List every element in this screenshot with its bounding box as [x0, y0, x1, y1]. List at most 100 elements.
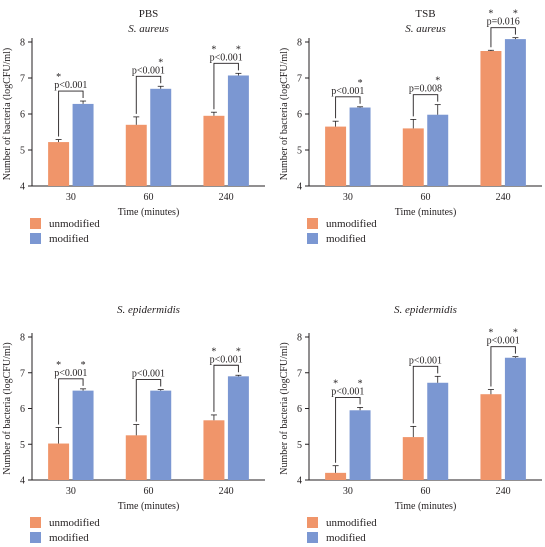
significance-star: * [81, 360, 86, 371]
significance-star: * [211, 346, 216, 357]
p-value-label: p<0.001 [54, 80, 87, 91]
chart-subtitle: S. epidermidis [117, 304, 180, 316]
significance-star: * [211, 44, 216, 55]
p-value-label: p<0.001 [331, 86, 364, 97]
legend-label: unmodified [49, 218, 100, 230]
y-tick-label: 5 [20, 440, 25, 451]
chart-panel-1: PBS S. aureus 4 5 6 7 8 Number of bacteria (log… [2, 8, 265, 245]
significance-bracket [412, 94, 439, 117]
p-value-label: p<0.001 [132, 65, 165, 76]
p-value-label: p<0.001 [54, 368, 87, 379]
bar-unmodified [48, 142, 70, 186]
x-axis-label: Time (minutes) [395, 207, 457, 218]
significance-star: * [488, 9, 493, 20]
x-tick-label: 60 [144, 192, 154, 203]
p-value-label: p<0.001 [210, 354, 243, 365]
significance-bracket [58, 378, 84, 425]
bar-unmodified [203, 420, 225, 480]
legend-label: unmodified [49, 517, 100, 529]
significance-bracket [490, 346, 516, 387]
legend-swatch-modified [30, 233, 41, 244]
y-tick-label: 8 [20, 38, 25, 49]
x-tick-label: 30 [343, 486, 353, 497]
p-value-label: p<0.001 [331, 386, 364, 397]
bar-modified [227, 376, 249, 480]
x-axis-label: Time (minutes) [395, 501, 457, 512]
y-axis-label: Number of bacteria (logCFU/ml) [279, 342, 290, 474]
legend-swatch-modified [307, 532, 318, 543]
x-tick-label: 60 [144, 486, 154, 497]
legend-label: modified [326, 532, 366, 544]
bar-modified [504, 39, 526, 187]
significance-bracket [135, 379, 162, 422]
bar-modified [227, 75, 249, 186]
y-tick-label: 8 [297, 38, 302, 49]
significance-bracket [490, 27, 516, 48]
legend-label: unmodified [326, 218, 377, 230]
significance-star: * [513, 328, 518, 339]
legend-swatch-modified [307, 233, 318, 244]
significance-star: * [435, 76, 440, 87]
chart-panel-4: S. epidermidis 4 5 6 7 8 Number of bacteria (l… [279, 304, 542, 544]
bar-unmodified [480, 394, 502, 480]
y-tick-label: 4 [297, 182, 302, 193]
chart-panel-3: S. epidermidis 4 5 6 7 8 Number of bacteria (l… [2, 304, 265, 544]
bar-unmodified [402, 128, 424, 186]
y-tick-label: 5 [20, 146, 25, 157]
chart-subtitle: S. aureus [405, 23, 446, 35]
y-tick-label: 8 [20, 333, 25, 344]
x-axis-label: Time (minutes) [118, 207, 180, 218]
x-tick-label: 30 [343, 192, 353, 203]
p-value-label: p<0.001 [132, 369, 165, 380]
significance-bracket [213, 62, 239, 110]
x-tick-label: 240 [496, 192, 511, 203]
chart-subtitle: S. aureus [128, 23, 169, 35]
x-tick-label: 240 [496, 486, 511, 497]
significance-star: * [56, 72, 61, 83]
legend-label: unmodified [326, 517, 377, 529]
bar-unmodified [125, 435, 147, 480]
significance-star: * [56, 360, 61, 371]
legend-swatch-unmodified [307, 218, 318, 229]
p-value-label: p<0.001 [487, 336, 520, 347]
y-tick-label: 5 [297, 146, 302, 157]
bar-modified [72, 390, 94, 480]
significance-bracket [213, 364, 239, 412]
significance-star: * [333, 378, 338, 389]
significance-bracket [412, 365, 439, 424]
x-axis-label: Time (minutes) [118, 501, 180, 512]
significance-star: * [236, 44, 241, 55]
y-tick-label: 4 [297, 476, 302, 487]
y-tick-label: 4 [20, 182, 25, 193]
y-tick-label: 4 [20, 476, 25, 487]
chart-title: PBS [139, 8, 159, 20]
significance-star: * [358, 378, 363, 389]
y-tick-label: 6 [297, 404, 302, 415]
legend-label: modified [326, 233, 366, 245]
bar-unmodified [125, 124, 147, 186]
significance-bracket [335, 96, 361, 119]
p-value-label: p<0.001 [210, 52, 243, 63]
y-tick-label: 6 [20, 110, 25, 121]
significance-star: * [236, 346, 241, 357]
legend-swatch-modified [30, 532, 41, 543]
legend-swatch-unmodified [307, 517, 318, 528]
x-tick-label: 240 [219, 192, 234, 203]
bar-modified [349, 107, 371, 186]
bar-unmodified [203, 115, 225, 186]
legend-swatch-unmodified [30, 218, 41, 229]
chart-panel-2: TSB S. aureus 4 5 6 7 8 Number of bacteria (log… [279, 8, 542, 245]
y-axis-label: Number of bacteria (logCFU/ml) [2, 342, 13, 474]
bar-unmodified [48, 443, 70, 480]
significance-bracket [135, 75, 162, 114]
chart-title: TSB [415, 8, 435, 20]
significance-star: * [158, 57, 163, 68]
legend-label: modified [49, 233, 89, 245]
legend-label: modified [49, 532, 89, 544]
bar-modified [150, 390, 172, 480]
y-axis-label: Number of bacteria (logCFU/ml) [2, 48, 13, 180]
bar-modified [150, 88, 172, 186]
p-value-label: p=0.008 [409, 84, 442, 95]
p-value-label: p=0.016 [487, 17, 520, 28]
legend-swatch-unmodified [30, 517, 41, 528]
